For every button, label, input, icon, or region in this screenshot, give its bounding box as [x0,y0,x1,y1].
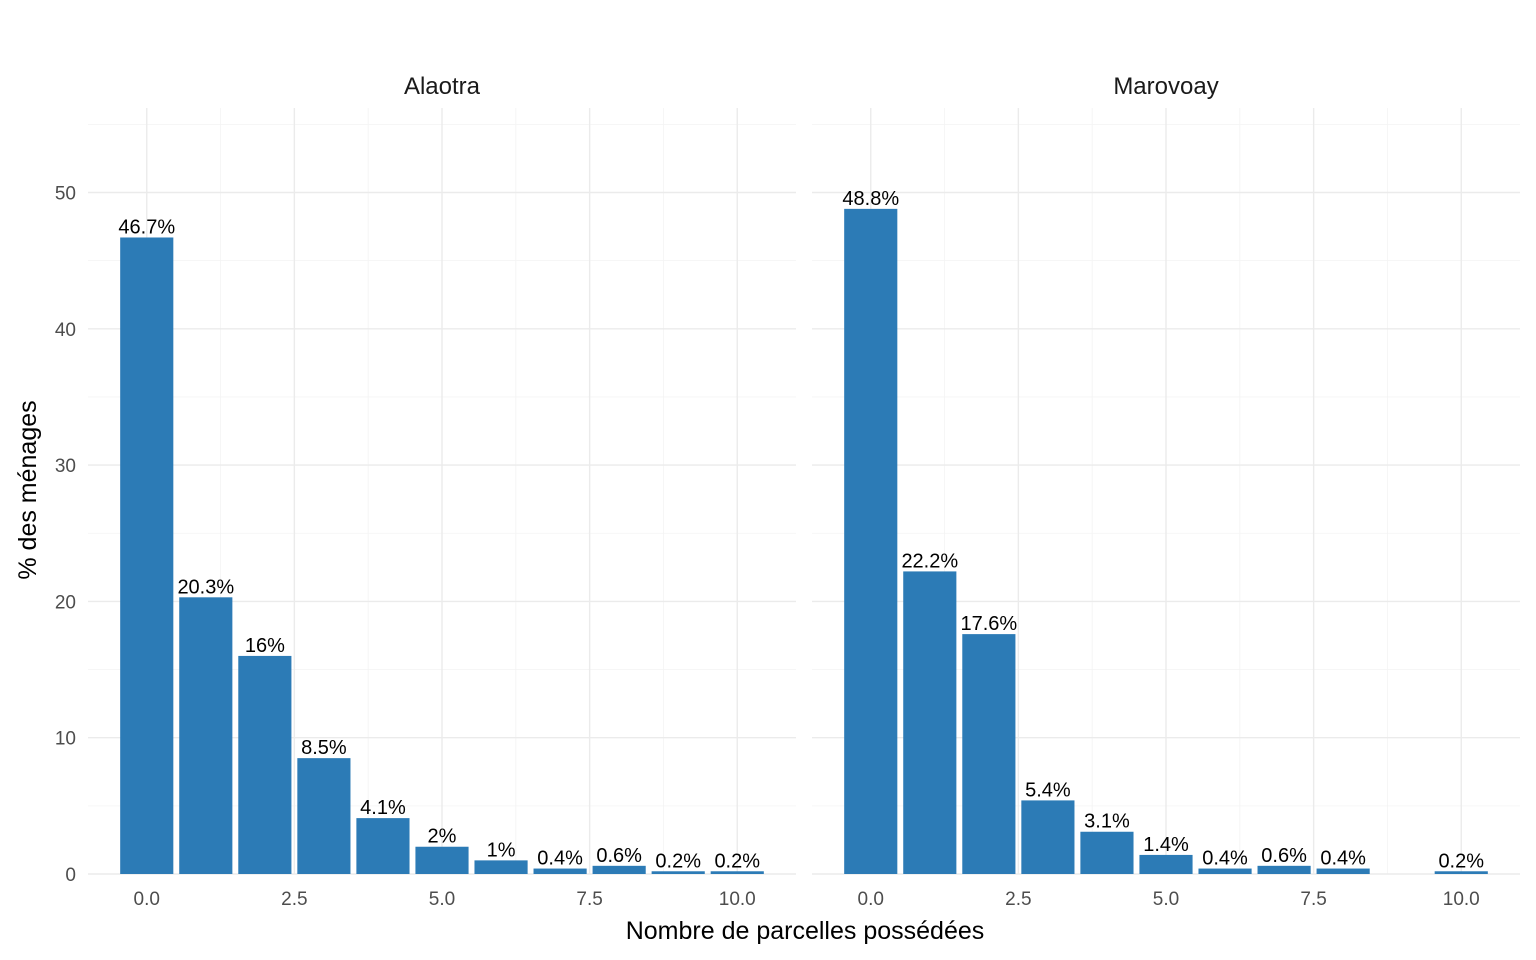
bar [1198,868,1252,874]
data-label: 0.4% [1320,848,1366,870]
bar [356,818,410,874]
data-label: 20.3% [177,576,234,598]
data-label: 2% [428,826,457,848]
bar [415,846,469,874]
data-label: 16% [245,635,285,657]
bar [1316,868,1370,874]
data-label: 1% [487,839,516,861]
x-tick-label: 10.0 [719,889,756,910]
data-label: 1.4% [1143,834,1189,856]
bar [1139,854,1193,874]
data-label: 5.4% [1025,779,1071,801]
data-label: 0.4% [1202,848,1248,870]
data-label: 0.4% [537,848,583,870]
panel-alaotra: 0.0 2.5 5.0 7.5 10.0 0 10 20 30 40 50 Alaotra 46.7% 2… [55,73,796,910]
bar [903,571,957,874]
data-label: 17.6% [960,613,1017,635]
data-label: 0.2% [714,850,760,872]
bar [179,597,233,874]
data-label: 46.7% [118,216,175,238]
y-tick-label: 10 [55,729,76,750]
bar [1257,865,1311,874]
y-tick-label: 30 [55,456,76,477]
data-label: 0.2% [1438,850,1484,872]
x-tick-label: 0.0 [858,889,884,910]
bar [844,208,898,874]
bar [962,634,1016,874]
y-tick-label: 0 [65,865,76,886]
y-tick-label: 40 [55,320,76,341]
data-label: 0.2% [655,850,701,872]
y-axis-title: % des ménages [14,400,42,579]
panel-marovoay: 0.0 2.5 5.0 7.5 10.0 Marovoay 48.8% 22.2% 17.6% 5… [812,73,1520,910]
bar [1021,800,1075,874]
bar [297,758,351,874]
bar [474,860,528,874]
data-label: 3.1% [1084,811,1130,833]
bar [1080,831,1134,874]
x-tick-label: 7.5 [1300,889,1326,910]
y-tick-label: 50 [55,184,76,205]
bar [533,868,587,874]
x-tick-label: 2.5 [1005,889,1031,910]
x-tick-label: 2.5 [281,889,307,910]
bar [238,655,292,874]
x-tick-label: 7.5 [576,889,602,910]
data-label: 4.1% [360,797,406,819]
x-tick-label: 5.0 [429,889,455,910]
y-tick-label: 20 [55,592,76,613]
x-tick-label: 5.0 [1153,889,1179,910]
facet-strip-label: Alaotra [404,73,481,100]
x-tick-label: 10.0 [1443,889,1480,910]
data-label: 48.8% [842,188,899,210]
x-axis-title: Nombre de parcelles possédées [626,917,985,945]
bar [120,237,174,874]
data-label: 8.5% [301,737,347,759]
data-label: 22.2% [901,550,958,572]
bar [1434,871,1488,874]
bar [651,871,705,874]
data-label: 0.6% [1261,845,1307,867]
data-label: 0.6% [596,845,642,867]
bar [710,871,764,874]
x-tick-label: 0.0 [134,889,160,910]
facet-strip-label: Marovoay [1113,73,1218,100]
bar [592,865,646,874]
